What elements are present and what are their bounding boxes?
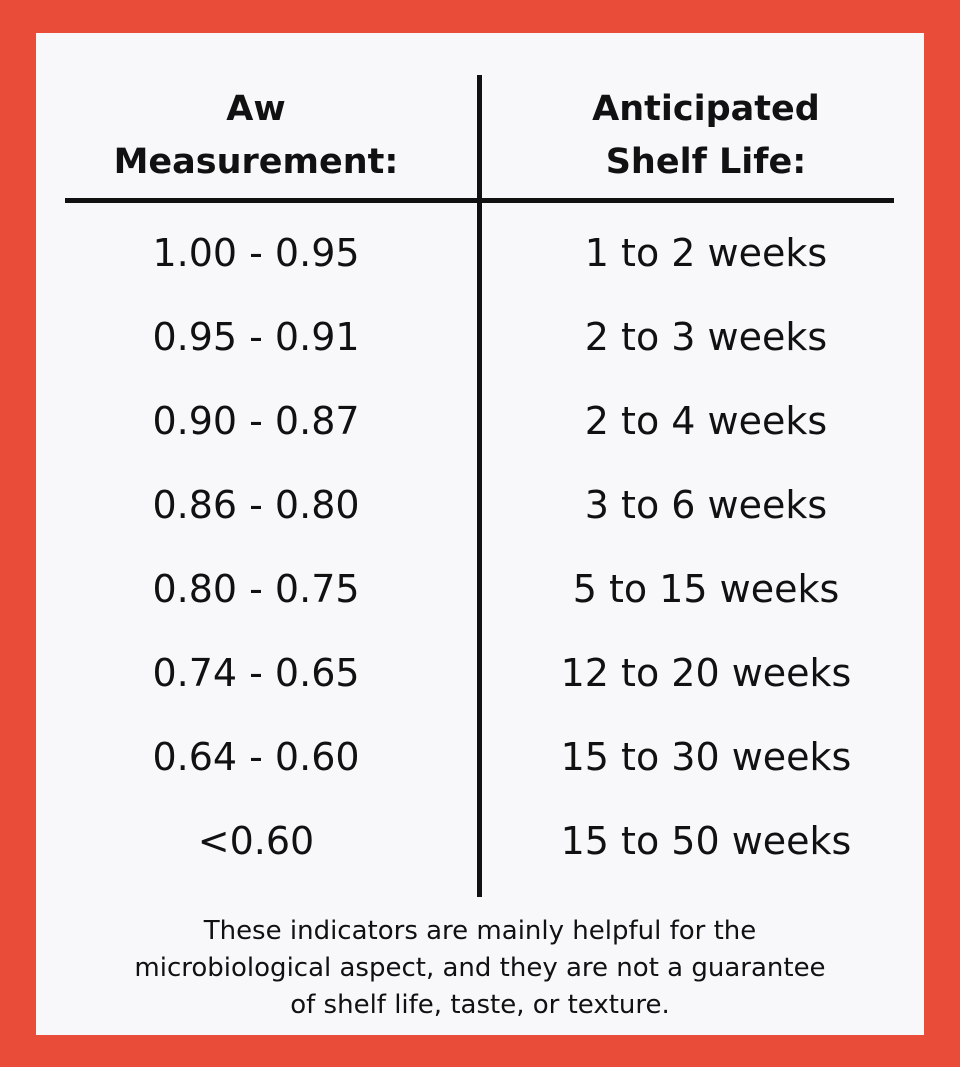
table-row: 0.95 - 0.91 2 to 3 weeks: [36, 295, 924, 379]
table-row: 0.90 - 0.87 2 to 4 weeks: [36, 379, 924, 463]
table-body: 1.00 - 0.95 1 to 2 weeks 0.95 - 0.91 2 t…: [36, 211, 924, 883]
shelf-life-cell: 3 to 6 weeks: [584, 483, 828, 527]
aw-cell: 0.80 - 0.75: [152, 567, 360, 611]
shelf-life-cell: 2 to 3 weeks: [584, 315, 828, 359]
footnote-line1: These indicators are mainly helpful for …: [203, 916, 757, 946]
shelf-life-cell: 15 to 50 weeks: [560, 819, 852, 863]
shelf-life-cell: 5 to 15 weeks: [572, 567, 840, 611]
aw-cell: <0.60: [197, 819, 315, 863]
aw-cell: 0.74 - 0.65: [152, 651, 360, 695]
aw-cell: 0.64 - 0.60: [152, 735, 360, 779]
header-aw-line2: Measurement:: [113, 142, 399, 182]
aw-cell: 0.90 - 0.87: [152, 399, 360, 443]
footnote: These indicators are mainly helpful for …: [50, 913, 910, 1024]
table-row: 0.64 - 0.60 15 to 30 weeks: [36, 715, 924, 799]
table-card: Aw Measurement: Anticipated Shelf Life: …: [36, 33, 924, 1035]
aw-cell: 0.86 - 0.80: [152, 483, 360, 527]
shelf-life-cell: 12 to 20 weeks: [560, 651, 852, 695]
aw-cell: 1.00 - 0.95: [152, 231, 360, 275]
table-row: 1.00 - 0.95 1 to 2 weeks: [36, 211, 924, 295]
header-life-line1: Anticipated: [592, 89, 820, 129]
shelf-life-cell: 15 to 30 weeks: [560, 735, 852, 779]
footnote-line3: of shelf life, taste, or texture.: [290, 990, 670, 1020]
aw-cell: 0.95 - 0.91: [152, 315, 360, 359]
table-row: 0.80 - 0.75 5 to 15 weeks: [36, 547, 924, 631]
table-row: <0.60 15 to 50 weeks: [36, 799, 924, 883]
header-aw-line1: Aw: [226, 89, 286, 129]
column-divider: [477, 75, 482, 897]
shelf-life-cell: 2 to 4 weeks: [584, 399, 828, 443]
shelf-life-cell: 1 to 2 weeks: [584, 231, 828, 275]
table-row: 0.86 - 0.80 3 to 6 weeks: [36, 463, 924, 547]
header-shelf-life: Anticipated Shelf Life:: [496, 83, 916, 189]
header-life-line2: Shelf Life:: [605, 142, 807, 182]
table-row: 0.74 - 0.65 12 to 20 weeks: [36, 631, 924, 715]
header-divider: [65, 198, 894, 203]
header-aw-measurement: Aw Measurement:: [51, 83, 461, 189]
footnote-line2: microbiological aspect, and they are not…: [134, 953, 826, 983]
